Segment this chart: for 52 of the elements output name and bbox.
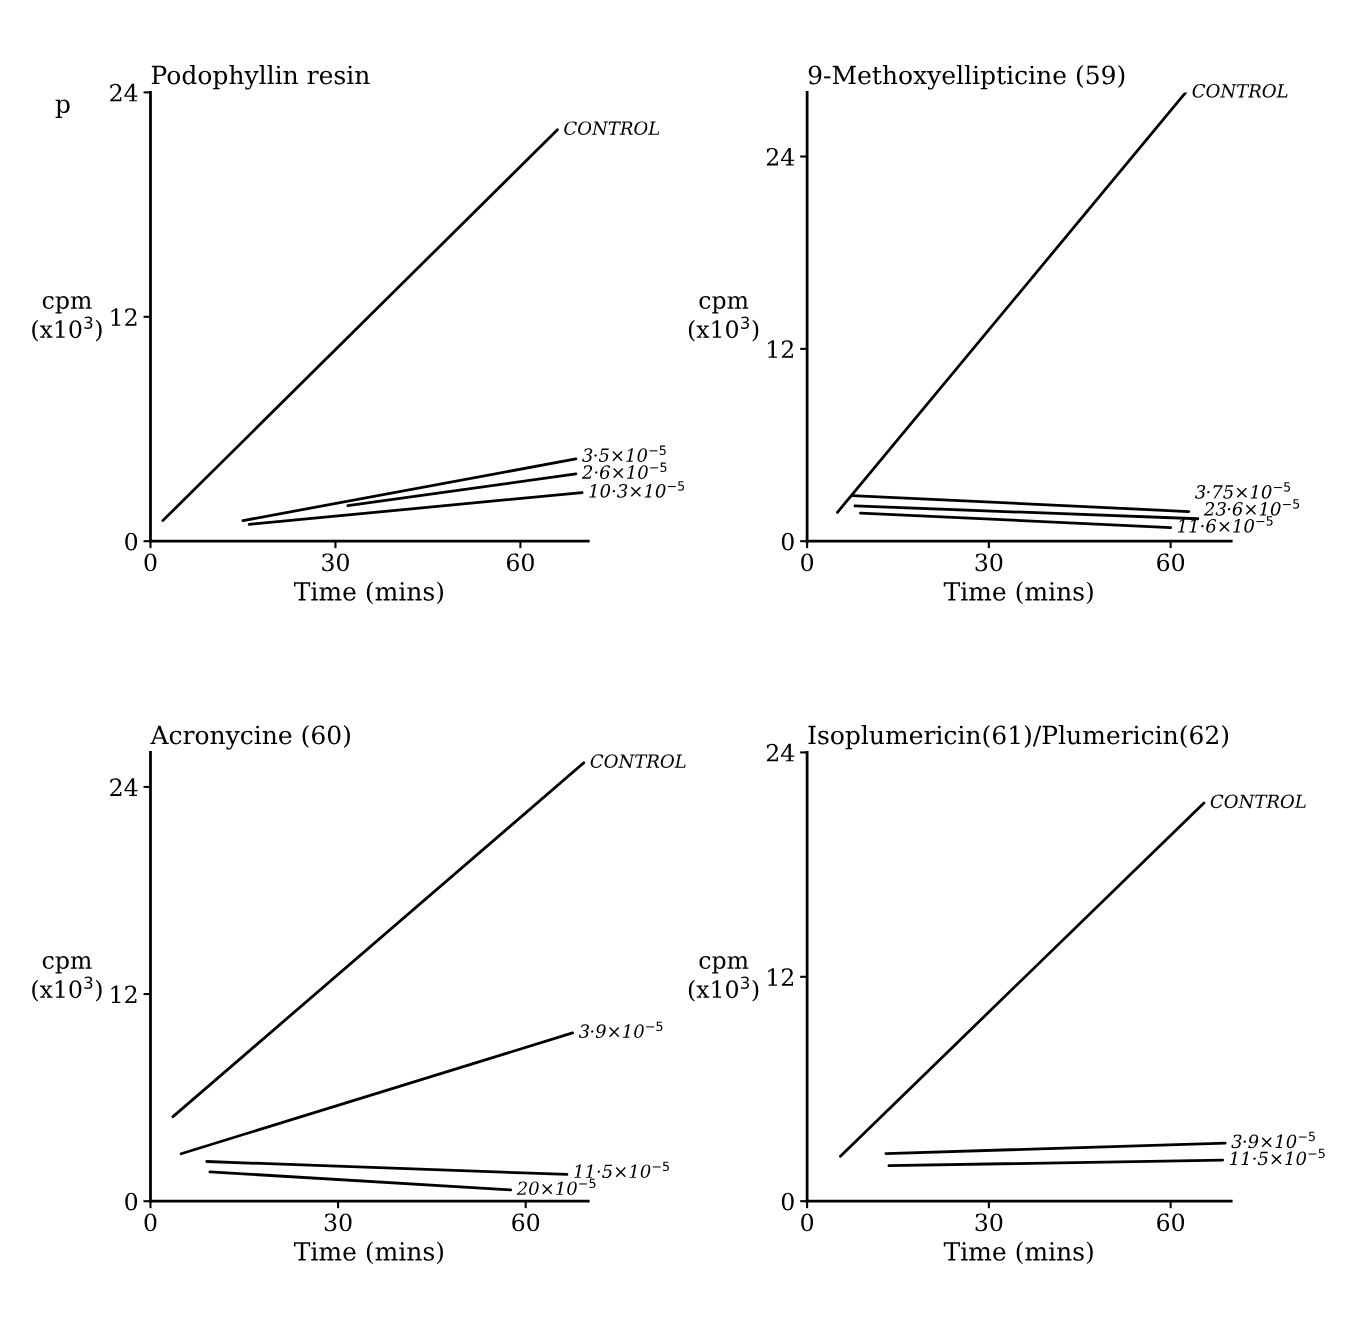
series-label: 20×10$^{−5}$ xyxy=(516,1178,596,1196)
y-tick-label: 0 xyxy=(781,532,794,551)
y-tick-label: 24 xyxy=(110,778,138,796)
x-tick-label: 0 xyxy=(801,1213,814,1232)
chart-title: 9-Methoxyellipticine (59) xyxy=(808,65,1125,90)
series-label: CONTROL xyxy=(1210,794,1306,809)
y-tick-label: 0 xyxy=(125,532,138,551)
x-tick-label: 30 xyxy=(322,553,349,572)
series-label: 3·5×10$^{−5}$ xyxy=(582,445,666,462)
y-tick-label: 24 xyxy=(766,743,795,762)
y-axis-title: cpm (x10$^{3}$) xyxy=(32,956,102,1002)
x-tick-label: 30 xyxy=(975,1213,1003,1232)
x-tick-label: 60 xyxy=(506,553,534,572)
chart-title: Isoplumericin(61)/Plumericin(62) xyxy=(808,725,1229,750)
y-tick-label: 12 xyxy=(768,340,793,358)
y-tick-label: 12 xyxy=(111,985,137,1004)
x-tick-label: 60 xyxy=(512,1213,540,1232)
y-axis-title: cpm (x10$^{3}$) xyxy=(688,296,759,342)
series-label: 10·3×10$^{−5}$ xyxy=(589,481,685,498)
y-tick-label: 0 xyxy=(781,1192,794,1211)
y-tick-label: 0 xyxy=(125,1192,138,1211)
chart-title: Podophyllin resin xyxy=(151,65,370,90)
series-label: 23·6×10$^{−5}$ xyxy=(1203,499,1300,516)
y-tick-label: 12 xyxy=(768,968,793,986)
y-tick-label: 24 xyxy=(766,147,795,166)
x-tick-label: 30 xyxy=(324,1213,352,1232)
series-label: 11·5×10$^{−5}$ xyxy=(574,1161,669,1179)
series-label: 2·6×10$^{−5}$ xyxy=(581,462,667,479)
x-tick-label: 0 xyxy=(144,553,157,572)
series-label: 3·75×10$^{−5}$ xyxy=(1195,482,1291,499)
x-axis-title: Time (mins) xyxy=(293,1241,444,1265)
x-axis-title: Time (mins) xyxy=(293,581,444,605)
series-label: 3·9×10$^{−5}$ xyxy=(578,1021,663,1039)
series-label: 3·9×10$^{−5}$ xyxy=(1231,1131,1315,1149)
x-tick-label: 30 xyxy=(975,553,1003,572)
y-axis-title: cpm (x10$^{3}$) xyxy=(32,296,102,342)
series-label: 11·5×10$^{−5}$ xyxy=(1229,1148,1325,1166)
series-label: 11·6×10$^{−5}$ xyxy=(1177,516,1273,533)
chart-title: Acronycine (60) xyxy=(150,725,350,750)
y-axis-title: cpm (x10$^{3}$) xyxy=(688,956,759,1002)
x-tick-label: 0 xyxy=(144,1213,157,1232)
x-axis-title: Time (mins) xyxy=(943,581,1093,605)
x-axis-title: Time (mins) xyxy=(943,1241,1093,1265)
y-tick-label: 12 xyxy=(111,308,137,326)
x-tick-label: 60 xyxy=(1157,1213,1185,1232)
y-tick-label: 24 xyxy=(110,83,138,102)
series-label: CONTROL xyxy=(564,121,660,136)
x-tick-label: 0 xyxy=(801,553,814,572)
series-label: CONTROL xyxy=(1192,83,1288,98)
x-tick-label: 60 xyxy=(1157,553,1185,572)
series-label: CONTROL xyxy=(590,754,686,768)
text: p xyxy=(55,99,70,118)
